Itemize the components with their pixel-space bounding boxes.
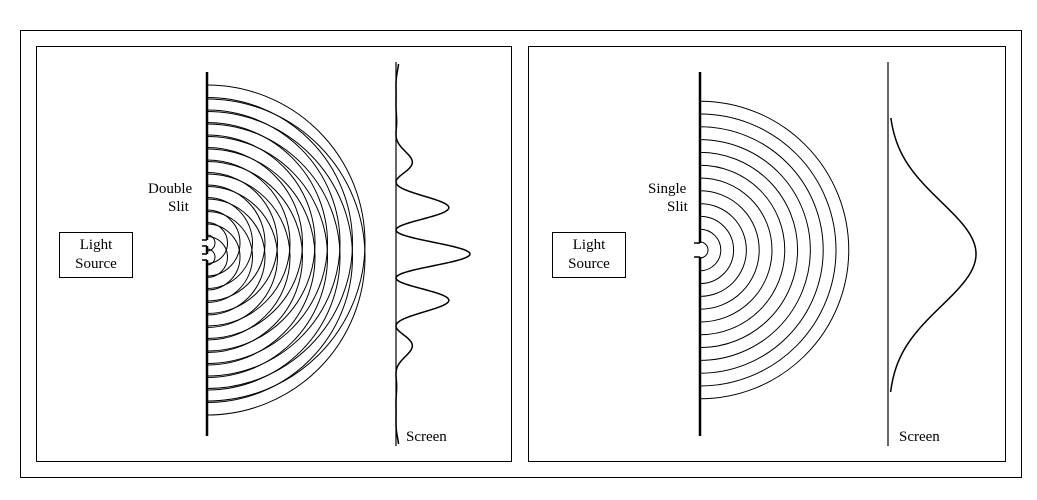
wavefront-arc [699, 215, 735, 285]
screen-label-double: Screen [406, 429, 447, 445]
figure-frame [20, 30, 1022, 478]
light-source-label-line1: Light [79, 237, 113, 253]
single-slit-panel [528, 46, 1006, 462]
wavefront-arc [699, 228, 722, 272]
wavefront-arc [699, 241, 709, 259]
double-slit-label-line2: Slit [168, 199, 189, 215]
wavefront-arc-upper-slit [206, 172, 278, 314]
wavefront-arc [699, 139, 811, 361]
single-slit-wavefronts [699, 100, 850, 400]
wavefront-arc-upper-slit [206, 84, 366, 402]
wavefront-arc [699, 151, 799, 349]
wavefront-arc-upper-slit [206, 134, 316, 352]
double-slit-intensity-curve [395, 63, 471, 445]
wavefront-arc [699, 113, 837, 387]
light-source-box-double: Light Source [59, 232, 133, 278]
wavefront-arc-upper-slit [206, 234, 216, 252]
wavefront-arc [699, 126, 824, 374]
wavefront-arc-lower-slit [206, 186, 278, 328]
wavefront-arc-upper-slit [206, 209, 241, 277]
double-slit-label-line1: Double [148, 181, 193, 197]
wavefront-arc-lower-slit [206, 223, 241, 291]
wavefront-arc-lower-slit [206, 98, 366, 416]
double-slit-edges [202, 239, 207, 261]
wavefront-arc-lower-slit [206, 248, 216, 266]
light-source-label-line2: Source [75, 256, 117, 272]
wavefront-arc [699, 100, 850, 400]
wavefront-arc-upper-slit [206, 184, 266, 302]
wavefront-arc [699, 164, 786, 336]
single-slit-edges [694, 242, 700, 258]
wavefront-arc [699, 190, 760, 310]
single-slit-label-line2: Slit [667, 199, 688, 215]
wavefront-arc-lower-slit [206, 198, 266, 316]
wavefront-arc-upper-slit [206, 222, 228, 264]
wavefront-arc-lower-slit [206, 148, 316, 366]
wavefront-arc-upper-slit [206, 97, 353, 389]
wavefront-arc [699, 203, 747, 297]
double-slit-wavefronts [206, 84, 366, 416]
double-slit-panel [36, 46, 512, 462]
wavefront-arc [699, 177, 773, 323]
wavefront-arc-lower-slit [206, 111, 353, 403]
light-source-label-line2: Source [568, 256, 610, 272]
single-slit-label-line1: Single [648, 181, 687, 197]
light-source-box-single: Light Source [552, 232, 626, 278]
single-slit-intensity-curve [889, 117, 977, 393]
screen-label-single: Screen [899, 429, 940, 445]
light-source-label-line1: Light [572, 237, 606, 253]
wavefront-arc-lower-slit [206, 236, 228, 278]
